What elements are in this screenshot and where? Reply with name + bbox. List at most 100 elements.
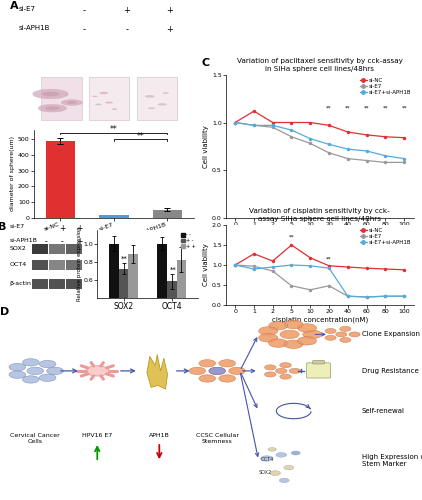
Bar — [177, 260, 186, 334]
Circle shape — [61, 100, 82, 105]
Circle shape — [280, 330, 299, 338]
Bar — [46, 141, 75, 218]
Circle shape — [284, 320, 303, 328]
Circle shape — [268, 448, 276, 451]
Circle shape — [280, 362, 291, 368]
Circle shape — [289, 368, 301, 374]
FancyBboxPatch shape — [49, 279, 65, 289]
Circle shape — [9, 371, 26, 378]
Circle shape — [259, 334, 278, 342]
Text: HPV16 E7: HPV16 E7 — [82, 433, 112, 438]
Circle shape — [269, 339, 288, 347]
Circle shape — [279, 478, 289, 482]
Circle shape — [291, 451, 300, 455]
X-axis label: cisplatin concentration(nM): cisplatin concentration(nM) — [271, 317, 368, 324]
Circle shape — [9, 364, 26, 371]
Circle shape — [284, 466, 294, 470]
Circle shape — [265, 372, 276, 377]
Circle shape — [340, 326, 351, 332]
Text: si-APH1B: si-APH1B — [9, 238, 37, 242]
Text: +: + — [123, 6, 130, 15]
X-axis label: paclitaxel concentration(nM): paclitaxel concentration(nM) — [269, 230, 370, 236]
Text: **: ** — [401, 105, 407, 110]
Y-axis label: Relative protein expression: Relative protein expression — [77, 226, 82, 301]
Circle shape — [162, 92, 169, 94]
Circle shape — [158, 104, 167, 106]
Circle shape — [39, 374, 56, 382]
Circle shape — [209, 367, 225, 374]
Text: **: ** — [169, 266, 176, 272]
Legend: si-NC, si-E7, si-E7+si-APH1B: si-NC, si-E7, si-E7+si-APH1B — [360, 228, 411, 245]
Bar — [109, 244, 119, 334]
Circle shape — [99, 92, 108, 94]
Text: OCT4: OCT4 — [9, 262, 27, 268]
Circle shape — [92, 96, 97, 97]
Circle shape — [111, 108, 117, 110]
Text: CCSC Cellular
Stemness: CCSC Cellular Stemness — [196, 433, 239, 444]
Circle shape — [303, 330, 322, 338]
FancyBboxPatch shape — [32, 260, 48, 270]
Text: -: - — [83, 25, 86, 34]
Circle shape — [259, 327, 278, 335]
Circle shape — [22, 358, 39, 366]
Circle shape — [219, 375, 235, 382]
Circle shape — [199, 375, 216, 382]
Bar — [153, 210, 182, 218]
Text: -: - — [61, 238, 64, 246]
FancyBboxPatch shape — [49, 260, 65, 270]
Circle shape — [189, 367, 206, 374]
FancyBboxPatch shape — [66, 260, 82, 270]
Text: Self-renewal: Self-renewal — [362, 408, 405, 414]
Text: **: ** — [110, 125, 118, 134]
Text: **: ** — [383, 105, 388, 110]
Text: **: ** — [121, 256, 128, 262]
Circle shape — [209, 367, 225, 374]
Circle shape — [336, 332, 347, 337]
Polygon shape — [147, 354, 168, 389]
Title: Variation of cisplatin sensitivity by cck-
assay SiHa sphere cell lines/48hrs: Variation of cisplatin sensitivity by cc… — [249, 208, 390, 222]
Circle shape — [148, 108, 155, 109]
FancyBboxPatch shape — [89, 78, 130, 120]
Text: +: + — [166, 6, 173, 15]
Bar — [157, 244, 167, 334]
Legend: - -, + -, + +: - -, + -, + + — [181, 232, 196, 249]
Circle shape — [270, 470, 281, 476]
Text: -: - — [125, 25, 128, 34]
FancyBboxPatch shape — [66, 279, 82, 289]
Circle shape — [22, 376, 39, 383]
FancyBboxPatch shape — [313, 360, 325, 364]
Circle shape — [199, 360, 216, 367]
Circle shape — [276, 368, 287, 374]
Circle shape — [340, 338, 351, 342]
Circle shape — [298, 324, 316, 332]
Text: **: ** — [326, 105, 332, 110]
Text: **: ** — [289, 235, 294, 240]
Circle shape — [269, 322, 288, 330]
Text: +: + — [166, 25, 173, 34]
FancyBboxPatch shape — [49, 244, 65, 254]
Y-axis label: diameter of sphere(um): diameter of sphere(um) — [10, 136, 15, 211]
Circle shape — [325, 336, 336, 340]
Text: B: B — [0, 222, 7, 232]
Text: +: + — [76, 224, 83, 233]
FancyBboxPatch shape — [306, 363, 330, 378]
Text: +: + — [76, 238, 83, 246]
Text: -: - — [44, 224, 47, 233]
Y-axis label: Cell viability: Cell viability — [203, 125, 209, 168]
Text: -: - — [83, 6, 86, 15]
FancyBboxPatch shape — [41, 78, 81, 120]
Circle shape — [38, 104, 67, 112]
Title: Variation of paclitaxel sensitivity by cck-assay
in SiHa sphere cell lines/48hrs: Variation of paclitaxel sensitivity by c… — [237, 58, 403, 72]
Circle shape — [47, 367, 63, 374]
Text: SOX2: SOX2 — [9, 246, 26, 251]
Circle shape — [276, 452, 287, 457]
Bar — [128, 254, 138, 334]
Text: A: A — [10, 2, 19, 12]
Circle shape — [39, 360, 56, 368]
Text: OCT4: OCT4 — [261, 457, 274, 462]
Text: **: ** — [345, 105, 351, 110]
Circle shape — [298, 336, 316, 345]
Text: D: D — [0, 307, 9, 317]
Y-axis label: Cell viability: Cell viability — [203, 244, 209, 286]
Text: **: ** — [137, 132, 145, 141]
